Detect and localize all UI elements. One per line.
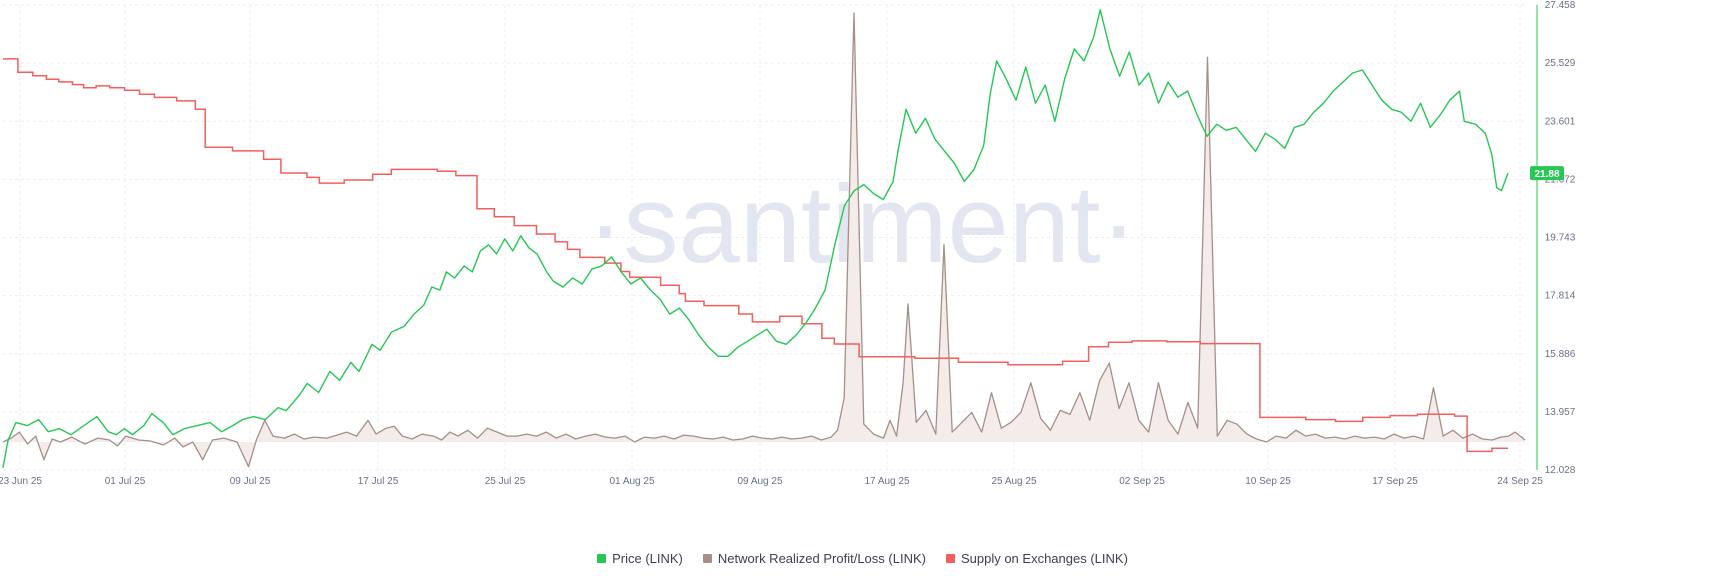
y-tick-label: 15.886 <box>1545 349 1576 360</box>
x-tick-label: 17 Aug 25 <box>864 476 909 487</box>
price-badge-bg <box>1530 166 1564 181</box>
x-tick-label: 10 Sep 25 <box>1245 476 1291 487</box>
legend-label-supply: Supply on Exchanges (LINK) <box>960 551 1128 566</box>
price-badge: 21.88 <box>1530 166 1564 181</box>
y-tick-label: 27.458 <box>1545 0 1576 11</box>
x-tick-label: 01 Jul 25 <box>105 476 146 487</box>
price-badge-label: 21.88 <box>1534 169 1559 180</box>
y-tick-label: 13.957 <box>1545 407 1576 418</box>
legend-item-price[interactable]: Price (LINK) <box>597 551 683 566</box>
supply-line <box>3 58 1508 453</box>
x-tick-label: 17 Sep 25 <box>1372 476 1418 487</box>
y-axis-ticks: 27.45825.52923.60121.67219.74317.81415.8… <box>1545 0 1576 476</box>
watermark: ·santiment· <box>587 163 1137 286</box>
price-line <box>2 9 1509 468</box>
legend-swatch-nrpl <box>702 554 712 563</box>
x-tick-label: 09 Jul 25 <box>230 476 271 487</box>
grid-lines <box>3 4 1525 471</box>
y-tick-label: 19.743 <box>1545 233 1576 244</box>
legend-label-price: Price (LINK) <box>612 551 683 566</box>
x-tick-label: 25 Jul 25 <box>485 476 526 487</box>
x-tick-label: 09 Aug 25 <box>737 476 782 487</box>
x-tick-label: 01 Aug 25 <box>609 476 654 487</box>
supply-series-group <box>3 58 1508 453</box>
legend-label-nrpl: Network Realized Profit/Loss (LINK) <box>717 551 926 566</box>
legend-item-supply[interactable]: Supply on Exchanges (LINK) <box>945 551 1128 566</box>
x-tick-label: 02 Sep 25 <box>1119 476 1165 487</box>
x-tick-label: 17 Jul 25 <box>358 476 399 487</box>
y-tick-label: 12.028 <box>1545 465 1576 476</box>
y-tick-label: 17.814 <box>1545 291 1576 302</box>
price-series-group <box>2 9 1509 468</box>
y-tick-label: 25.529 <box>1545 58 1576 69</box>
legend-swatch-supply <box>945 554 955 563</box>
x-axis-ticks: 23 Jun 25 01 Jul 25 09 Jul 25 17 Jul 25 25 J… <box>0 476 1543 487</box>
nrpl-line <box>2 12 1526 468</box>
legend: Price (LINK) Network Realized Profit/Los… <box>0 551 1725 566</box>
legend-swatch-price <box>597 554 607 563</box>
x-tick-label: 23 Jun 25 <box>0 476 42 487</box>
x-tick-label: 24 Sep 25 <box>1497 476 1543 487</box>
x-tick-label: 25 Aug 25 <box>991 476 1036 487</box>
legend-item-nrpl[interactable]: Network Realized Profit/Loss (LINK) <box>702 551 926 566</box>
y-tick-label: 23.601 <box>1545 116 1576 127</box>
nrpl-series-group <box>2 12 1526 468</box>
